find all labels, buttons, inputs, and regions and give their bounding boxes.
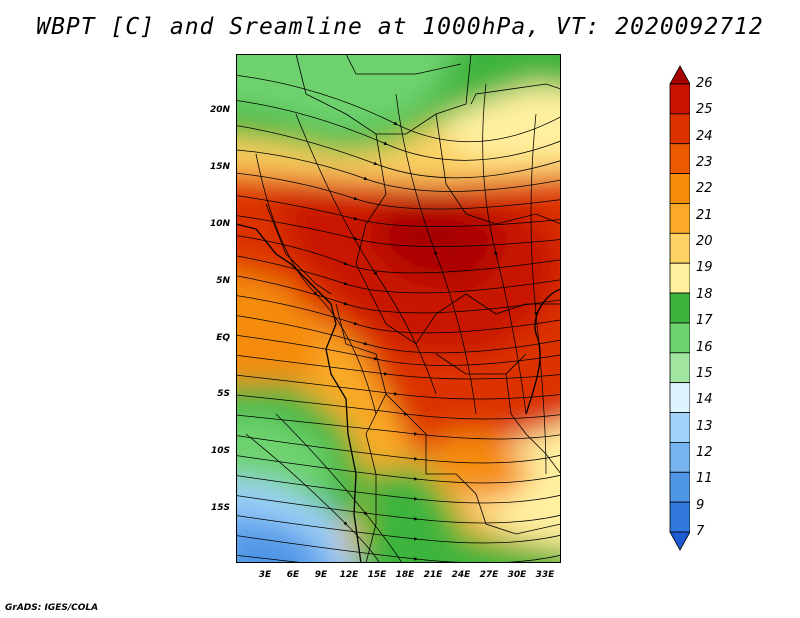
colorbar-swatches: [669, 65, 690, 551]
streamlines: [236, 74, 561, 563]
colorbar-label: 23: [696, 155, 713, 171]
colorbar-label: 17: [696, 313, 713, 329]
lon-label-30e: 30E: [507, 570, 527, 580]
lon-label-12e: 12E: [339, 570, 359, 580]
lat-label-10s: 10S: [210, 446, 230, 456]
colorbar-label: 25: [696, 102, 713, 118]
colorbar-label: 24: [696, 128, 713, 144]
colorbar-label: 20: [696, 234, 713, 250]
colorbar: [660, 58, 730, 558]
lat-label-15s: 15S: [210, 503, 230, 513]
lon-label-24e: 24E: [451, 570, 471, 580]
colorbar-swatch: [669, 203, 690, 234]
colorbar-swatch: [669, 143, 690, 174]
lat-label-15n: 15N: [209, 162, 230, 172]
colorbar-label: 22: [696, 181, 713, 197]
colorbar-swatch: [669, 262, 690, 294]
lon-label-6e: 6E: [286, 570, 300, 580]
lon-label-9e: 9E: [314, 570, 328, 580]
coastline: [236, 223, 561, 563]
map-title: WBPT [C] and Sreamline at 1000hPa, VT: 2…: [36, 14, 764, 40]
lon-label-21e: 21E: [423, 570, 443, 580]
lat-label-20n: 20N: [209, 105, 230, 115]
lat-label-10n: 10N: [209, 219, 230, 229]
lat-label-eq: EQ: [216, 333, 230, 343]
colorbar-bottom-triangle: [669, 531, 690, 551]
colorbar-swatch: [669, 232, 690, 264]
colorbar-label: 15: [696, 365, 713, 381]
colorbar-swatch: [669, 471, 690, 503]
colorbar-swatch: [669, 382, 690, 413]
colorbar-label: 9: [696, 497, 705, 513]
lat-label-5s: 5S: [217, 389, 230, 399]
colorbar-swatch: [669, 173, 690, 204]
colorbar-label: 26: [696, 76, 713, 91]
colorbar-swatch: [669, 441, 690, 473]
lon-label-27e: 27E: [479, 570, 499, 580]
country-borders: [265, 54, 561, 563]
lon-label-18e: 18E: [395, 570, 415, 580]
colorbar-label: 16: [696, 339, 713, 355]
colorbar-label: 18: [696, 286, 713, 302]
wbpt-map: [236, 54, 561, 563]
colorbar-swatch: [669, 322, 690, 354]
lon-label-33e: 33E: [535, 570, 555, 580]
lon-label-15e: 15E: [367, 570, 387, 580]
colorbar-swatch: [669, 412, 690, 443]
lon-label-3e: 3E: [258, 570, 272, 580]
colorbar-top-triangle: [669, 65, 690, 85]
colorbar-label: 19: [696, 260, 713, 276]
grads-credit: GrADS: IGES/COLA: [5, 603, 99, 613]
colorbar-swatch: [669, 83, 690, 115]
colorbar-label: 12: [696, 444, 713, 460]
colorbar-label: 11: [696, 471, 713, 487]
colorbar-label: 21: [696, 207, 713, 223]
colorbar-swatch: [669, 292, 690, 324]
colorbar-label: 14: [696, 392, 713, 408]
colorbar-swatch: [669, 113, 690, 145]
lat-label-5n: 5N: [216, 276, 230, 286]
colorbar-swatch: [669, 352, 690, 384]
colorbar-swatch: [669, 501, 690, 533]
colorbar-label: 13: [696, 418, 713, 434]
colorbar-label: 7: [696, 524, 705, 539]
